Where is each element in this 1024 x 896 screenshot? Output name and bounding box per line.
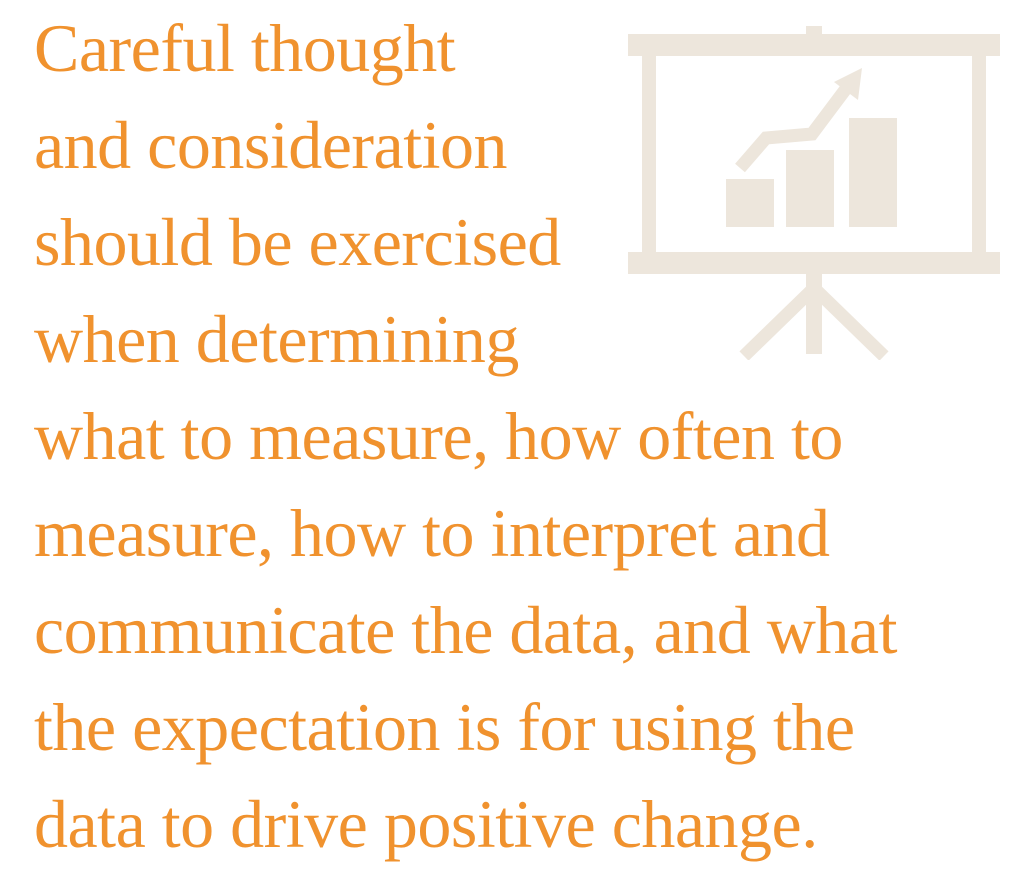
quote-line-9: data to drive positive change. [34, 786, 818, 862]
screen-right-edge [972, 56, 986, 252]
quote-line-1: Careful thought [34, 10, 456, 86]
chart-bar-1 [726, 179, 774, 227]
quote-line-6: measure, how to interpret and [34, 495, 830, 571]
trend-arrowhead [834, 68, 862, 100]
screen-top-bar [628, 34, 1000, 56]
presentation-chart-graphic [628, 26, 1000, 360]
chart-bar-2 [786, 150, 834, 227]
presentation-chart-icon [628, 26, 1000, 360]
trend-line [735, 82, 854, 173]
screen-bottom-bar [628, 252, 1000, 274]
stand-left-leg [739, 283, 819, 360]
quote-line-2: and consideration [34, 107, 508, 183]
stand-right-leg [809, 283, 889, 360]
chart-bar-3 [849, 118, 897, 227]
pull-quote-text: Careful thought and consideration should… [34, 0, 994, 873]
quote-line-8: the expectation is for using the [34, 689, 855, 765]
screen-left-edge [642, 56, 656, 252]
quote-line-7: communicate the data, and what [34, 592, 898, 668]
quote-line-4: when determining [34, 301, 519, 377]
quote-line-5: what to measure, how often to [34, 398, 843, 474]
quote-line-3: should be exercised [34, 204, 561, 280]
